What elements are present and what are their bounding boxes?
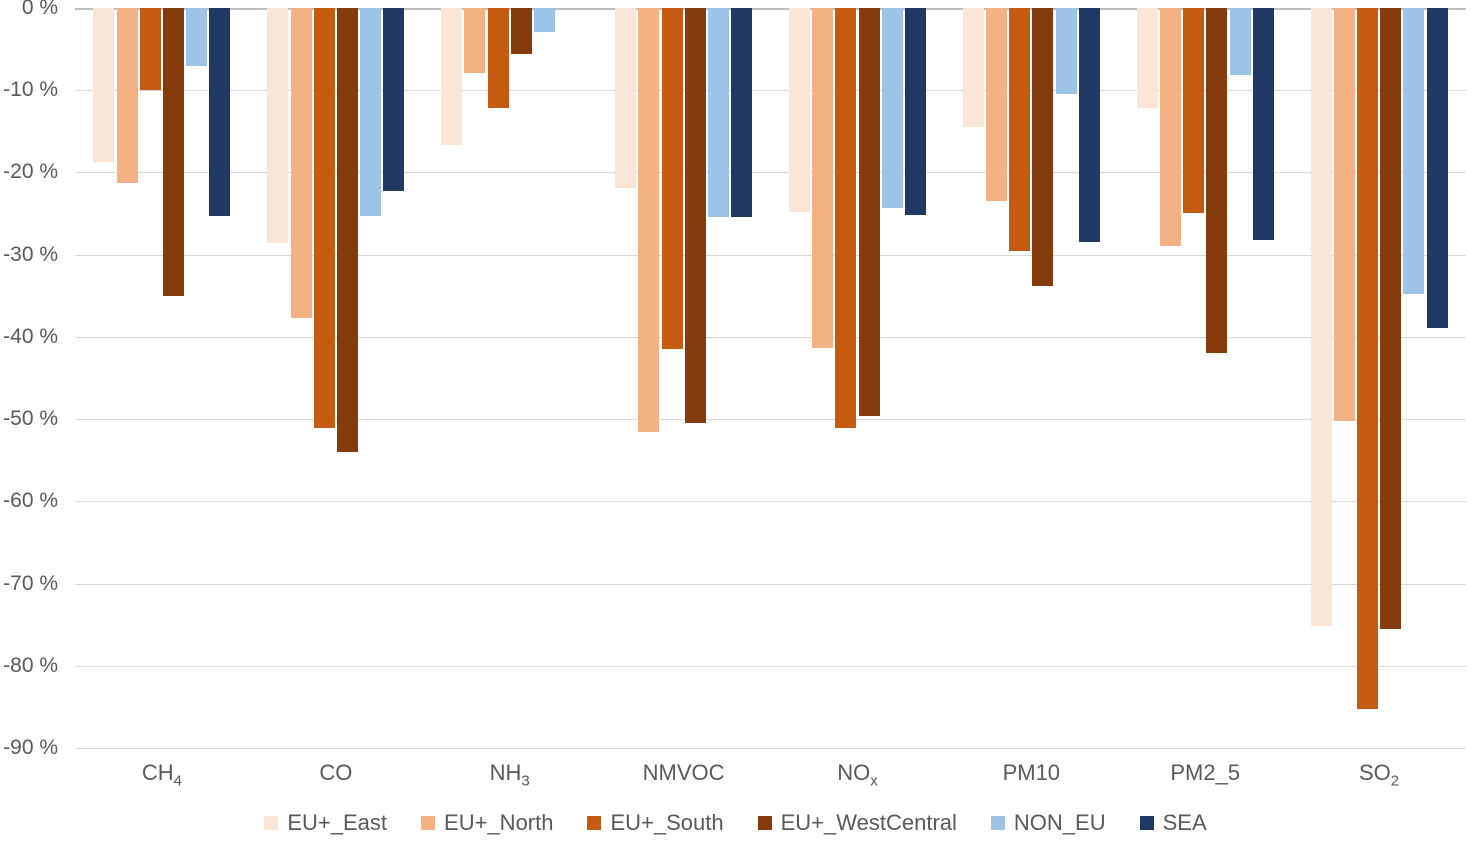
gridline-80 [75,665,1466,667]
bar-non-eu-pm10 [1055,8,1077,94]
bar-eu-east-ch4 [93,8,115,162]
bar-sea-nmvoc [731,8,753,217]
x-axis-label-pm2-5: PM2_5 [1170,760,1241,785]
bar-eu-east-nox [788,8,810,212]
bar-eu-south-pm2-5 [1183,8,1205,213]
bar-eu-westcentral-ch4 [163,8,184,296]
legend-swatch-eu-north [421,816,436,830]
y-tick-label-40: -40 % [3,324,58,348]
bar-eu-westcentral-pm10 [1032,8,1054,286]
bar-eu-south-pm10 [1009,8,1031,251]
bar-eu-south-nh3 [487,8,509,109]
gridline-30 [75,254,1466,256]
x-axis-label-nh3: NH3 [489,760,530,790]
legend-item-eu-south: EU+_South [587,810,724,836]
legend-swatch-eu-east [264,816,279,830]
bar-eu-westcentral-nmvoc [684,8,706,424]
bar-eu-north-pm2-5 [1159,8,1181,246]
y-tick-label-10: -10 % [3,78,58,102]
bar-eu-south-nox [835,8,857,429]
bar-eu-westcentral-nh3 [510,8,532,54]
legend-label-eu-north: EU+_North [444,810,554,835]
bar-non-eu-co [360,8,382,216]
bar-eu-westcentral-pm2-5 [1206,8,1228,354]
legend-item-non-eu: NON_EU [990,810,1106,836]
bar-eu-east-co [267,8,289,244]
bar-non-eu-nh3 [534,8,555,32]
bar-eu-north-nh3 [464,8,486,73]
y-tick-label-30: -30 % [3,242,58,266]
y-tick-label-70: -70 % [3,571,58,595]
bar-sea-ch4 [209,8,231,216]
bar-eu-south-co [313,8,335,429]
bar-eu-north-co [290,8,312,318]
x-axis-label-so2: SO2 [1358,760,1400,790]
bar-sea-so2 [1426,8,1448,328]
bar-eu-east-pm2-5 [1136,8,1158,109]
gridline-50 [75,419,1466,421]
x-axis-label-nmvoc: NMVOC [642,760,725,785]
bar-sea-pm10 [1078,8,1100,242]
y-tick-label-50: -50 % [3,407,58,431]
bar-sea-nox [904,8,926,216]
bar-non-eu-ch4 [186,8,208,67]
gridline-20 [75,172,1466,174]
gridline-10 [75,90,1466,92]
bar-eu-south-ch4 [139,8,161,91]
gridline-40 [75,336,1466,338]
y-tick-label-90: -90 % [3,736,58,759]
legend-label-sea: SEA [1162,810,1207,835]
bar-eu-south-so2 [1357,8,1378,709]
legend-swatch-eu-westcentral [757,816,772,830]
bar-eu-south-nmvoc [661,8,683,350]
bar-eu-east-nh3 [441,8,463,146]
bar-eu-east-nmvoc [615,8,637,189]
y-tick-label-80: -80 % [3,653,58,677]
gridline-90 [75,748,1466,749]
legend-swatch-sea [1139,816,1154,830]
legend-label-eu-westcentral: EU+_WestCentral [780,810,957,835]
bar-non-eu-nox [881,8,903,208]
bar-sea-pm2-5 [1252,8,1274,240]
legend-swatch-eu-south [587,816,602,830]
x-axis-label-pm10: PM10 [1002,760,1061,785]
legend-label-non-eu: NON_EU [1013,810,1106,835]
y-tick-label-60: -60 % [3,489,58,513]
bar-eu-north-so2 [1333,8,1355,421]
bar-eu-north-ch4 [116,8,138,184]
gridline-0 [75,8,1466,10]
legend-label-eu-south: EU+_South [610,810,724,835]
legend-item-sea: SEA [1139,810,1207,836]
bar-eu-westcentral-co [336,8,358,452]
bar-eu-north-nmvoc [638,8,660,433]
gridline-60 [75,501,1466,503]
bar-non-eu-pm2-5 [1229,8,1251,75]
legend-item-eu-westcentral: EU+_WestCentral [757,810,957,836]
x-axis-label-nox: NOx [837,760,878,790]
bar-eu-east-so2 [1310,8,1332,627]
legend-swatch-non-eu [990,816,1005,830]
gridline-70 [75,583,1466,585]
x-axis-label-co: CO [319,760,353,785]
y-tick-label-0: 0 % [21,0,58,19]
bar-eu-westcentral-so2 [1380,8,1402,629]
bar-eu-north-nox [812,8,834,349]
bar-non-eu-nmvoc [707,8,729,217]
legend-item-eu-north: EU+_North [421,810,553,836]
y-tick-label-20: -20 % [3,160,58,184]
legend-label-eu-east: EU+_East [287,810,388,835]
bar-non-eu-so2 [1403,8,1425,295]
bar-eu-north-pm10 [986,8,1007,202]
bar-eu-east-pm10 [962,8,984,128]
legend-item-eu-east: EU+_East [264,810,387,836]
legend: EU+_East EU+_North EU+_South EU+_WestCentra… [0,810,1471,836]
bar-eu-westcentral-nox [858,8,880,416]
bar-sea-co [383,8,405,191]
x-axis-label-ch4: CH4 [141,760,182,790]
